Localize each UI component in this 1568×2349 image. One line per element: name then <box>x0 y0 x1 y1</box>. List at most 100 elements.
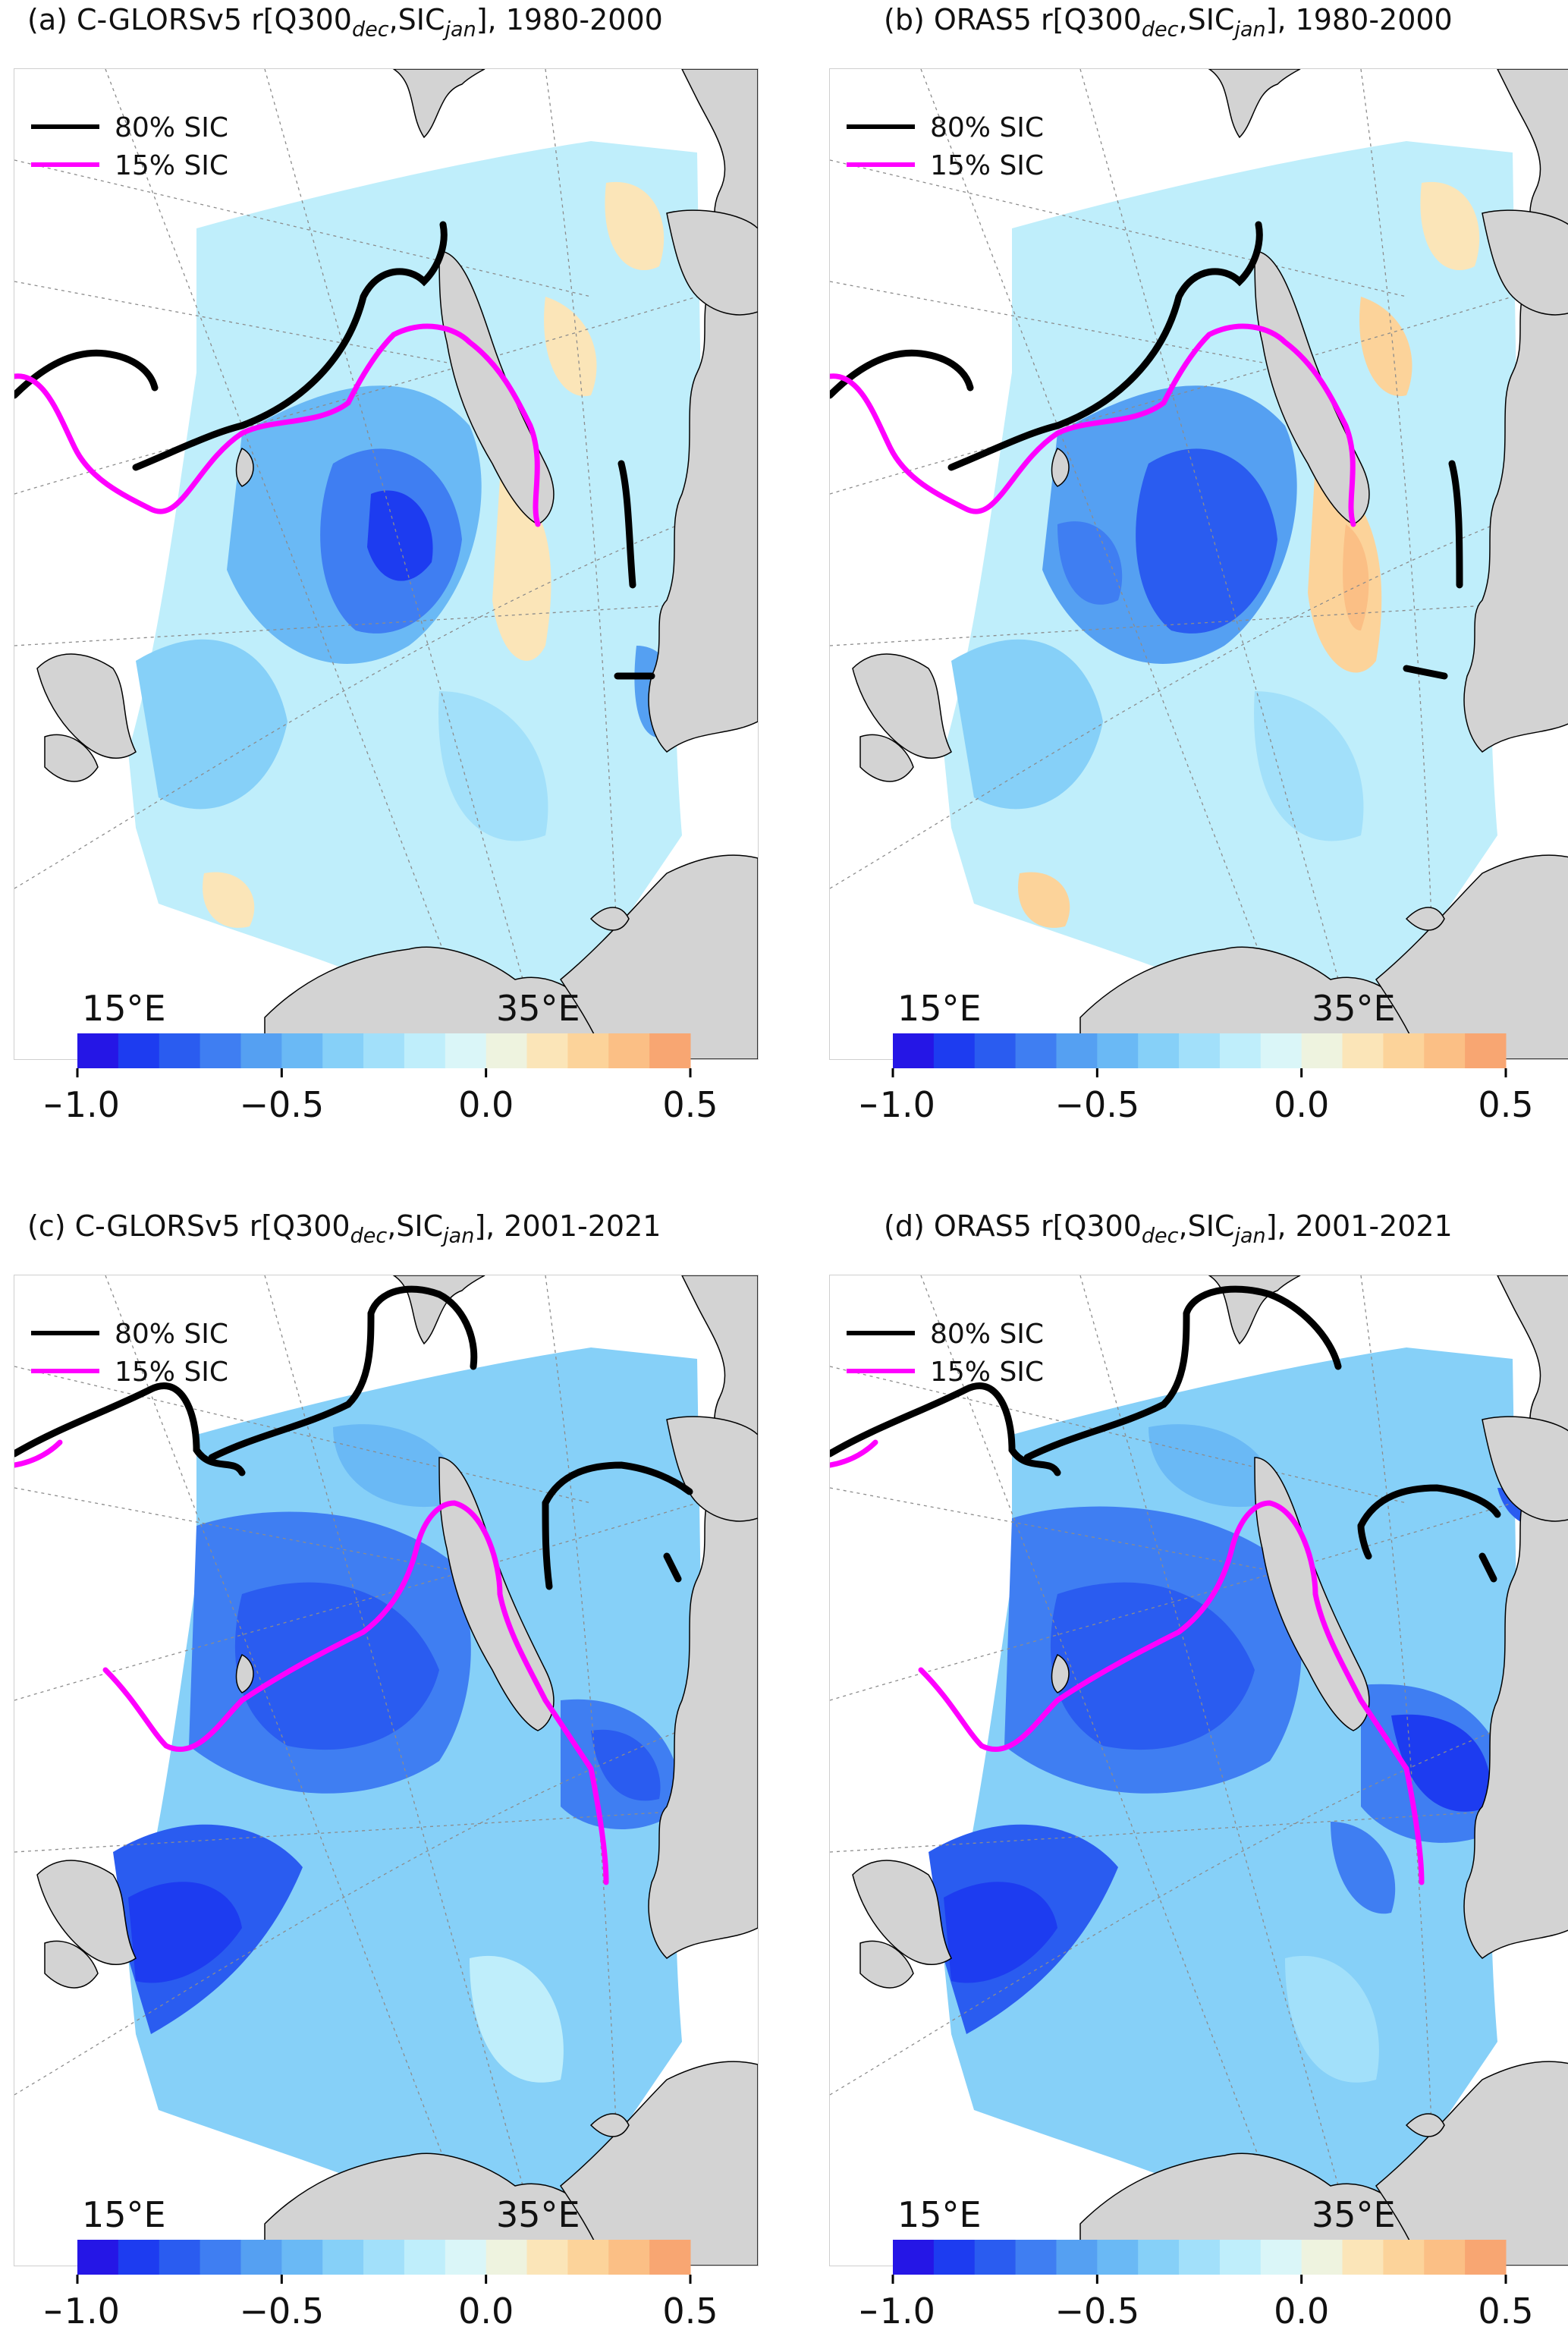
graticule-line <box>830 159 1407 297</box>
land-mass <box>1208 69 1301 139</box>
colorbar: −1.0 −0.5 0.0 0.5 <box>35 2240 728 2349</box>
correlation-field-patch <box>470 1955 564 2083</box>
colorbar-swatch <box>1424 1033 1466 1068</box>
colorbar: −1.0 −0.5 0.0 0.5 <box>850 2240 1544 2349</box>
colorbar-swatch <box>77 1033 119 1068</box>
colorbar-swatch <box>1465 2240 1507 2275</box>
colorbar-swatch <box>200 2240 241 2275</box>
colorbar-swatch <box>159 2240 201 2275</box>
colorbar-tick-label: −0.5 <box>1054 2291 1139 2332</box>
colorbar-swatch <box>118 1033 160 1068</box>
colorbar-swatch <box>1260 1033 1302 1068</box>
sic-80-contour <box>1403 665 1448 680</box>
graticule-line <box>264 69 546 1059</box>
colorbar-tick-label: −0.5 <box>239 2291 324 2332</box>
correlation-field-patch <box>438 691 548 841</box>
legend: 80% SIC 15% SIC <box>847 1319 1044 1388</box>
colorbar-swatch <box>608 1033 650 1068</box>
colorbar-swatch <box>933 1033 976 1068</box>
colorbar-swatch <box>240 1033 282 1068</box>
sic-80-contour <box>542 1499 553 1590</box>
sic-80-contour <box>830 349 974 399</box>
colorbar-tick-label: 0.5 <box>1478 2291 1533 2332</box>
colorbar-tick-label: −1.0 <box>861 1084 935 1125</box>
land-mass <box>1405 907 1445 931</box>
sic-80-contour <box>1357 1522 1372 1560</box>
sic-80-contour <box>132 221 448 471</box>
colorbar-swatch <box>1301 2240 1343 2275</box>
correlation-field-patch <box>944 1882 1057 1983</box>
panel-c: (c) C-GLORSv5 r[Q300dec,SICjan], 2001-20… <box>0 1206 759 2344</box>
correlation-field-patch <box>333 1424 457 1508</box>
sic-80-contour <box>542 1461 693 1507</box>
graticule-line <box>1079 69 1362 1059</box>
land-mass <box>44 1940 99 1989</box>
graticule-line <box>105 69 485 1059</box>
graticule-line <box>14 296 698 495</box>
sic-15-contour <box>918 1500 1425 1885</box>
graticule-line <box>830 281 1316 373</box>
correlation-field-patch <box>1136 448 1277 634</box>
lon-label-west: 15°E <box>897 2194 982 2235</box>
title-suffix: ], 2001-2021 <box>474 1209 661 1243</box>
land-mass <box>392 69 485 139</box>
graticule-line <box>830 1502 1513 1701</box>
graticule-line <box>14 281 501 373</box>
colorbar-tick-label: −1.0 <box>861 2291 935 2332</box>
colorbar-swatch <box>281 1033 323 1068</box>
colorbar-tick-label: 0.5 <box>662 1084 718 1125</box>
legend-80-label: 80% SIC <box>115 1319 228 1350</box>
title-sub-jan: jan <box>443 1224 475 1248</box>
land-mass <box>1405 2113 1445 2137</box>
graticule-line <box>264 1275 546 2266</box>
colorbar-swatch <box>1342 2240 1384 2275</box>
title-mid: ,SIC <box>1178 3 1235 36</box>
legend: 80% SIC 15% SIC <box>31 1319 228 1388</box>
land-mass <box>44 734 99 782</box>
sic-15-contour <box>14 323 541 527</box>
colorbar-swatch <box>1219 1033 1262 1068</box>
colorbar-swatch <box>1383 2240 1425 2275</box>
graticule-line <box>14 599 758 646</box>
sic-80-contour <box>14 1382 246 1476</box>
colorbar-swatch <box>1342 1033 1384 1068</box>
correlation-field-patch <box>136 639 288 810</box>
land-mass <box>852 1860 952 1965</box>
colorbar-swatch <box>363 2240 405 2275</box>
legend: 80% SIC 15% SIC <box>31 112 228 181</box>
graticule-line <box>830 1366 1407 1504</box>
title-mid: ,SIC <box>387 1209 444 1243</box>
colorbar-swatch <box>1301 1033 1343 1068</box>
colorbar-swatch <box>77 2240 119 2275</box>
colorbar-swatch <box>1219 2240 1262 2275</box>
title-suffix: ], 2001-2021 <box>1265 1209 1453 1243</box>
legend-80-label: 80% SIC <box>115 112 228 143</box>
land-mass <box>1482 209 1568 316</box>
graticule-line <box>830 1701 1568 2096</box>
colorbar-swatch <box>1015 1033 1057 1068</box>
colorbar-swatch <box>526 1033 568 1068</box>
title-prefix: (c) C-GLORSv5 r[Q300 <box>27 1209 350 1243</box>
graticule-line <box>920 1275 1301 2266</box>
lon-label-west: 15°E <box>82 2194 166 2235</box>
sic-80-contour <box>1478 1552 1497 1583</box>
sic-80-contour <box>1357 1484 1501 1530</box>
graticule-line <box>830 599 1568 646</box>
colorbar-swatch <box>933 2240 976 2275</box>
title-sub-dec: dec <box>1141 17 1179 42</box>
colorbar-tick-label: 0.5 <box>662 2291 718 2332</box>
colorbar-swatch <box>1097 1033 1139 1068</box>
graticule-line <box>545 1275 622 2266</box>
correlation-field-patch <box>1285 1955 1379 2083</box>
title-suffix: ], 1980-2000 <box>1265 3 1453 36</box>
colorbar-swatch <box>322 1033 364 1068</box>
colorbar-swatch <box>1260 2240 1302 2275</box>
sic-80-contour <box>617 460 636 589</box>
sic-80-contour <box>1023 1285 1342 1461</box>
panel-a: (a) C-GLORSv5 r[Q300dec,SICjan], 1980-20… <box>0 0 759 1138</box>
colorbar-swatch <box>485 1033 528 1068</box>
map-area: 80% SIC 15% SIC <box>14 1275 759 2266</box>
land-mass <box>859 1940 914 1989</box>
panel-d: (d) ORAS5 r[Q300dec,SICjan], 2001-2021 80… <box>815 1206 1568 2344</box>
correlation-field-patch <box>203 872 255 928</box>
